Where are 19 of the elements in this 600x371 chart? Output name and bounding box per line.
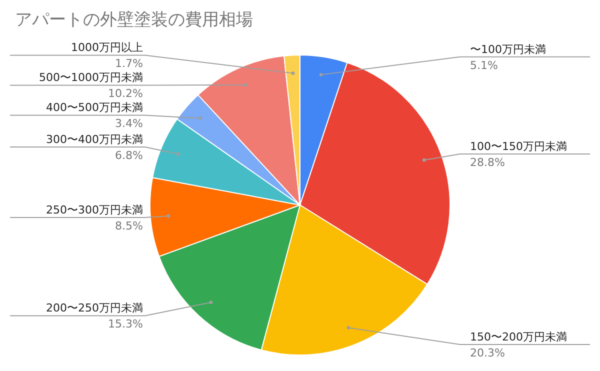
- data-label: 8.5%: [115, 219, 143, 232]
- slice-label: 100〜150万円未満: [470, 140, 567, 154]
- data-label: 10.2%: [108, 87, 143, 100]
- slice-label: 200〜250万円未満: [46, 302, 143, 315]
- slice-label: 250〜300万円未満: [46, 203, 143, 216]
- slice-label: 150〜200万円未満: [470, 330, 567, 344]
- data-label: 6.8%: [115, 149, 143, 162]
- data-label: 20.3%: [470, 346, 505, 360]
- data-label: 3.4%: [115, 117, 143, 130]
- slice-label: 500〜1000万円未満: [39, 71, 143, 84]
- slice-label: 400〜500万円未満: [46, 101, 143, 114]
- data-label: 15.3%: [108, 318, 143, 331]
- data-label: 1.7%: [115, 57, 143, 70]
- data-label: 5.1%: [470, 58, 498, 72]
- slice-label: 1000万円以上: [71, 41, 143, 54]
- slice-label: 〜100万円未満: [470, 42, 546, 56]
- slice-label: 300〜400万円未満: [46, 133, 143, 146]
- data-label: 28.8%: [470, 156, 505, 170]
- chart-title: アパートの外壁塗装の費用相場: [15, 10, 253, 30]
